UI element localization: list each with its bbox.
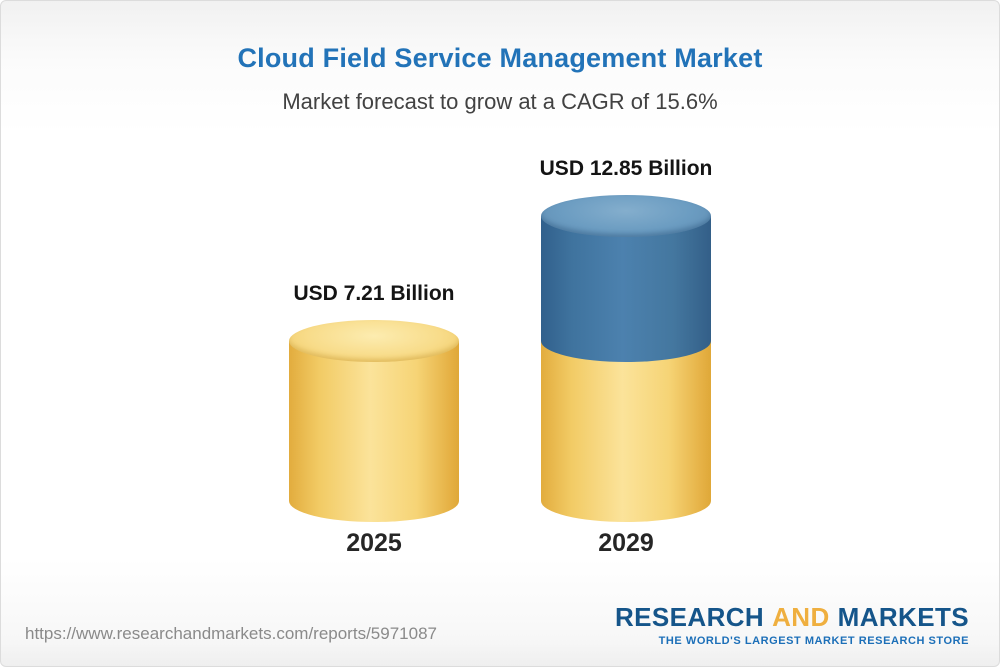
logo-word-and: AND [772,602,830,632]
year-label-2029: 2029 [598,529,654,557]
logo-tagline: THE WORLD'S LARGEST MARKET RESEARCH STOR… [658,634,969,647]
value-label-2025: USD 7.21 Billion [293,281,455,305]
cylinder-body-2025 [289,340,459,522]
chart-title: Cloud Field Service Management Market [237,43,763,73]
report-url[interactable]: https://www.researchandmarkets.com/repor… [25,624,437,643]
logo-research-and-markets: RESEARCH AND MARKETS THE WORLD'S LARGEST… [615,603,969,647]
cylinder-bottom-segment-2029 [541,340,711,522]
cylinder-cap-2025 [289,319,459,362]
value-label-2029: USD 12.85 Billion [539,156,713,180]
logo-wordmark: RESEARCH AND MARKETS [615,603,969,632]
chart-subtitle: Market forecast to grow at a CAGR of 15.… [282,89,718,114]
cylinder-top-segment-2029 [541,215,711,362]
year-label-2025: 2025 [346,529,402,557]
logo-word-markets: MARKETS [837,602,969,632]
logo-word-research: RESEARCH [615,602,765,632]
cylinder-cap-2029 [541,194,711,237]
